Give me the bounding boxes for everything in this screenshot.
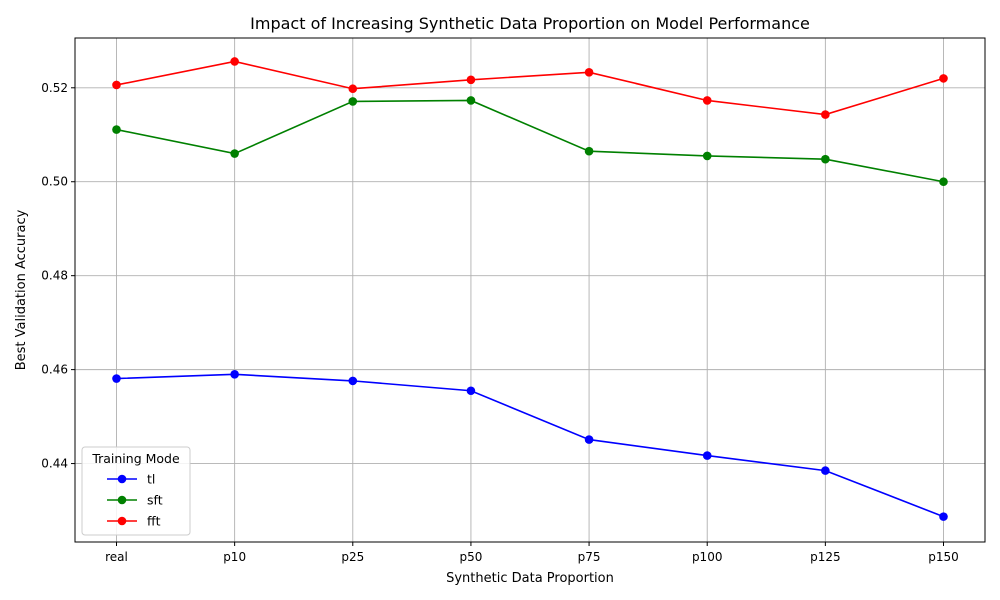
legend-marker-sft xyxy=(117,495,127,505)
x-axis: real p10 p25 p50 p75 p100 p125 p150 xyxy=(105,542,959,564)
data-point-fft xyxy=(230,57,239,66)
x-tick-label: p10 xyxy=(223,550,246,564)
y-tick-label: 0.48 xyxy=(41,269,68,283)
data-point-fft xyxy=(939,74,948,83)
x-tick-label: p25 xyxy=(341,550,364,564)
data-point-tl xyxy=(584,435,594,444)
x-tick-label: p50 xyxy=(459,550,482,564)
data-point-fft xyxy=(466,75,476,85)
legend-marker-tl xyxy=(117,474,127,484)
data-point-sft xyxy=(466,96,476,105)
data-point-sft xyxy=(584,146,594,156)
data-point-tl xyxy=(821,466,830,475)
series-layer xyxy=(112,57,948,521)
data-point-fft xyxy=(584,67,594,77)
legend-label-fft: fft xyxy=(147,514,161,529)
series-sft xyxy=(112,96,948,187)
data-point-sft xyxy=(112,125,121,134)
y-tick-label: 0.50 xyxy=(41,175,68,189)
legend-title: Training Mode xyxy=(91,451,180,466)
chart-title: Impact of Increasing Synthetic Data Prop… xyxy=(250,14,810,33)
legend-label-tl: tl xyxy=(147,472,155,487)
series-fft xyxy=(112,57,948,119)
data-point-tl xyxy=(702,451,712,460)
y-axis: 0.44 0.46 0.48 0.50 0.52 xyxy=(41,81,75,471)
x-tick-label: p75 xyxy=(578,550,601,564)
data-point-sft xyxy=(230,149,239,158)
y-tick-label: 0.44 xyxy=(41,457,68,471)
series-line-sft xyxy=(116,99,944,183)
data-point-sft xyxy=(939,177,948,187)
data-point-sft xyxy=(702,151,712,161)
x-tick-label: real xyxy=(105,550,128,564)
y-tick-label: 0.46 xyxy=(41,363,68,377)
series-line-fft xyxy=(116,60,944,116)
data-point-fft xyxy=(112,80,121,90)
data-point-tl xyxy=(348,376,358,386)
data-point-tl xyxy=(939,512,948,521)
data-point-tl xyxy=(230,370,239,379)
data-point-tl xyxy=(112,374,121,383)
legend-label-sft: sft xyxy=(147,493,163,508)
series-line-tl xyxy=(116,373,944,518)
legend: Training Mode tl sft fft xyxy=(81,446,191,536)
data-point-sft xyxy=(348,97,358,106)
y-axis-label: Best Validation Accuracy xyxy=(14,209,29,370)
x-tick-label: p100 xyxy=(692,550,723,564)
x-tick-label: p125 xyxy=(810,550,841,564)
data-point-fft xyxy=(821,110,830,119)
x-axis-label: Synthetic Data Proportion xyxy=(446,571,614,586)
plot-frame xyxy=(74,37,986,543)
grid-lines xyxy=(75,38,985,542)
legend-box xyxy=(81,446,191,536)
data-point-fft xyxy=(702,96,712,105)
data-point-fft xyxy=(348,84,358,94)
data-point-tl xyxy=(466,386,476,396)
legend-marker-fft xyxy=(117,516,127,526)
x-tick-label: p150 xyxy=(928,550,959,564)
y-tick-label: 0.52 xyxy=(41,81,68,95)
data-point-sft xyxy=(821,154,830,164)
series-tl xyxy=(112,370,948,521)
